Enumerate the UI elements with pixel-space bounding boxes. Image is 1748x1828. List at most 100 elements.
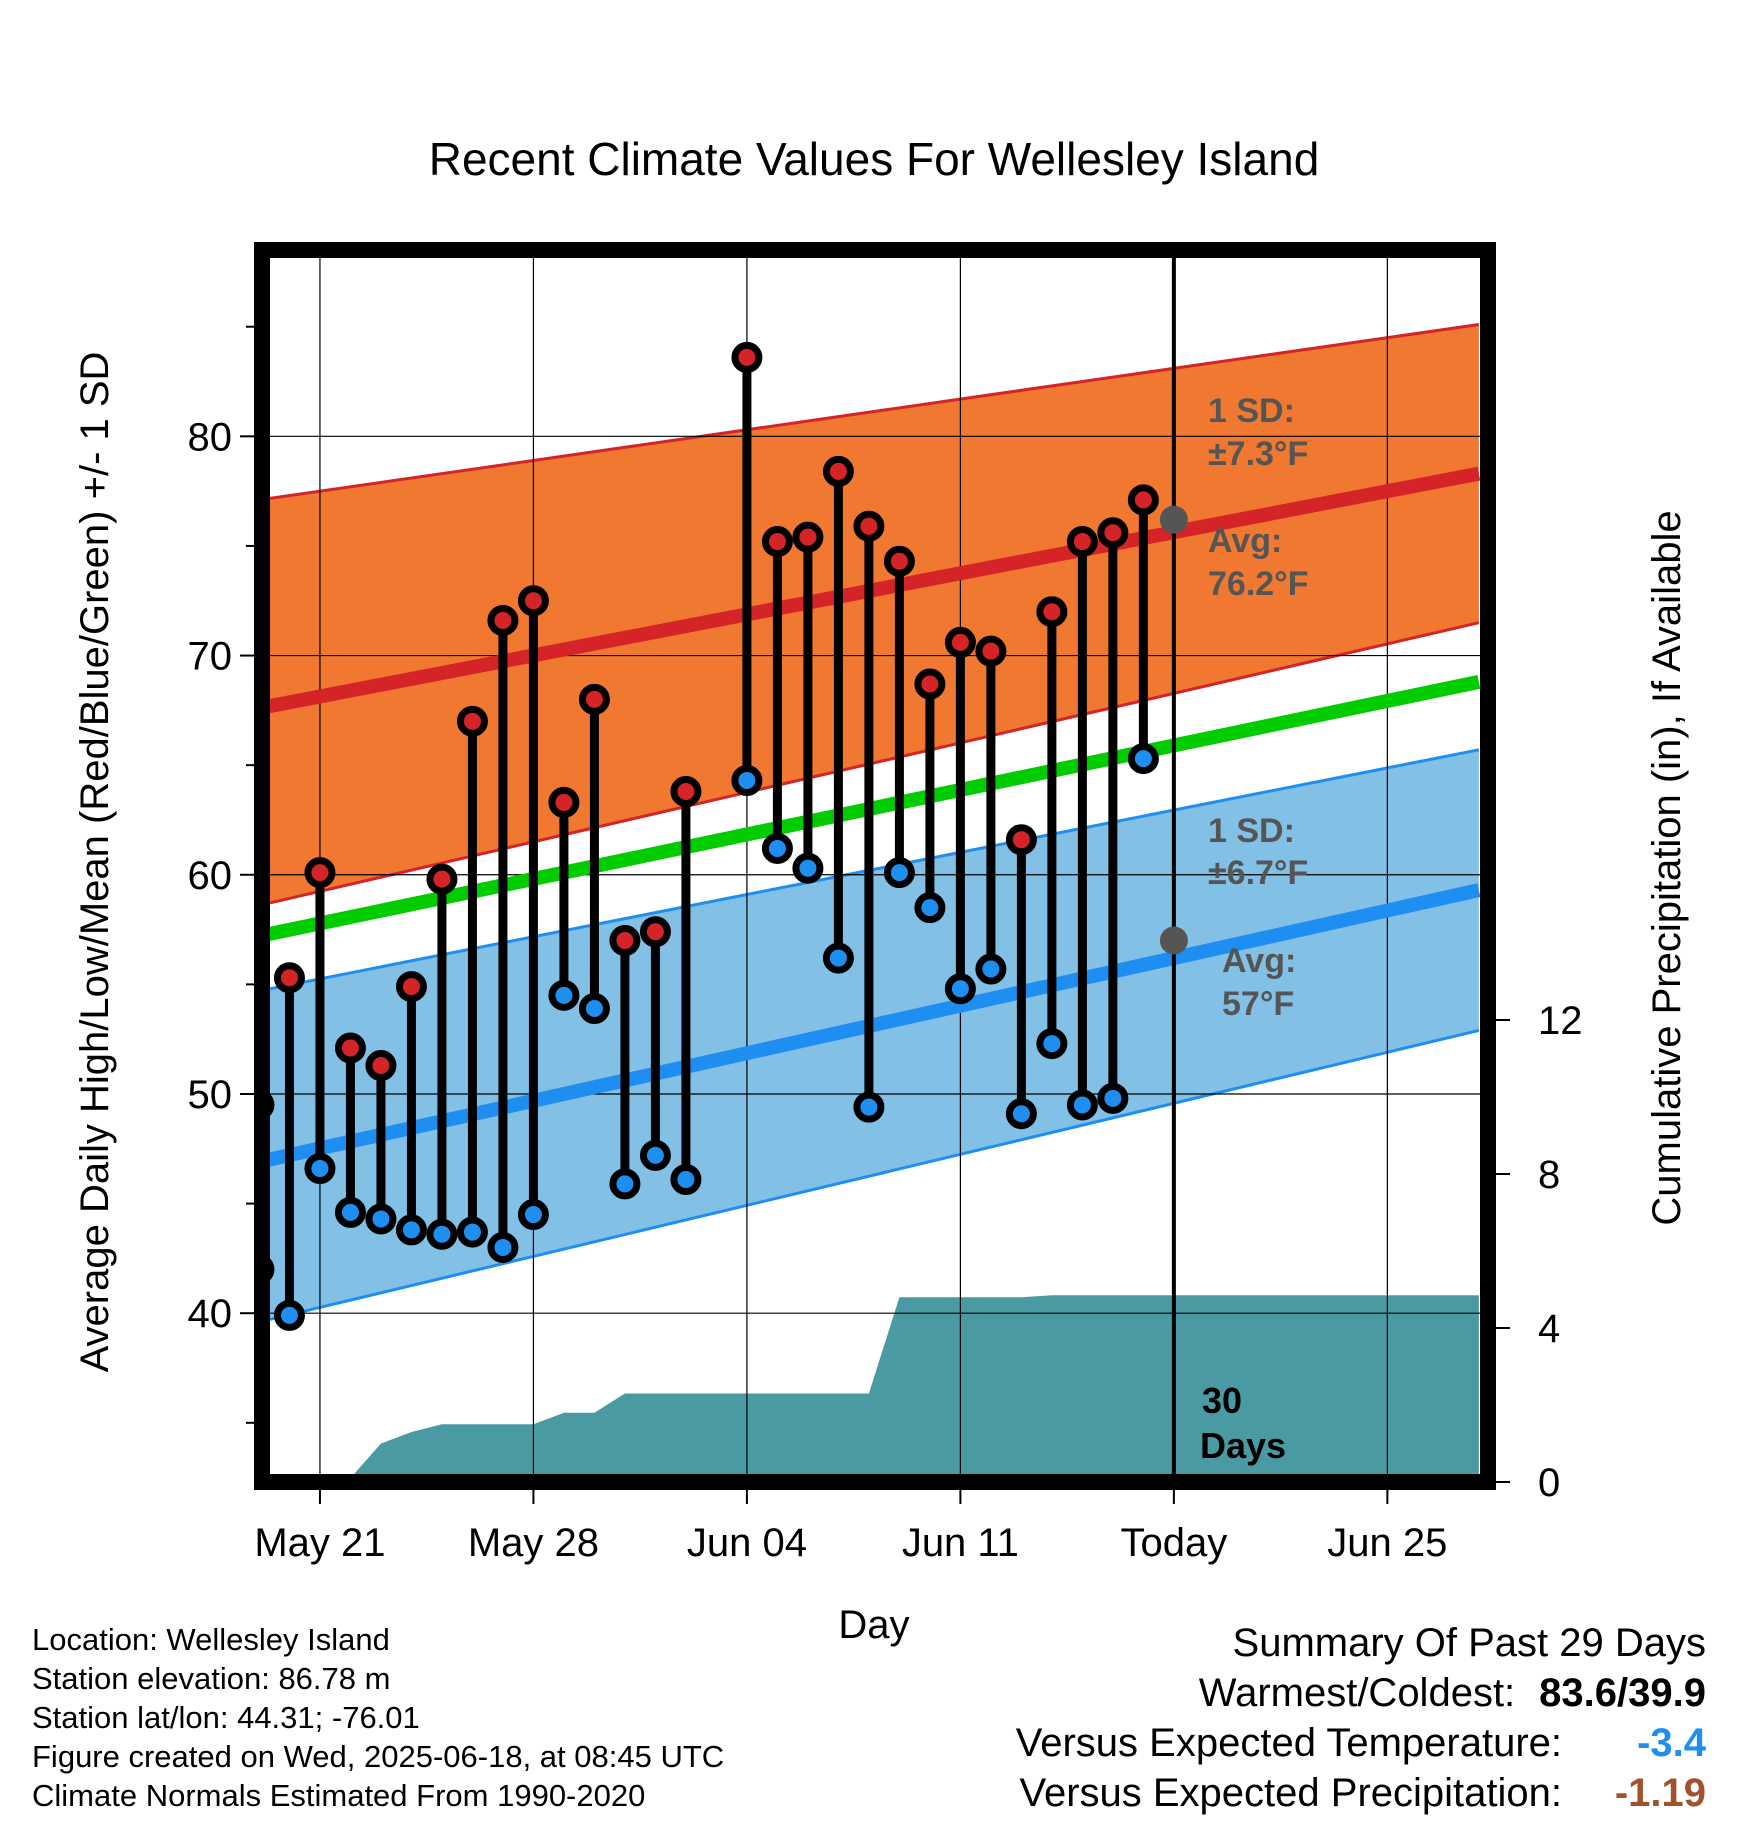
- low-sd-label: 1 SD:: [1208, 812, 1295, 850]
- daily-high-point: [609, 925, 641, 957]
- daily-low-point: [1097, 1082, 1129, 1114]
- low-sd-lower-line: [262, 1028, 1480, 1323]
- daily-high-point: [517, 585, 549, 617]
- daily-high-point: [456, 705, 488, 737]
- daily-low-point: [395, 1214, 427, 1246]
- days-count-number: 30: [1202, 1380, 1242, 1421]
- summary-temp-label: Versus Expected Temperature:: [1015, 1721, 1562, 1765]
- summary-warmest-label: Warmest/Coldest:: [1198, 1671, 1516, 1715]
- summary-precip-value: -1.19: [1614, 1771, 1706, 1815]
- today-high-avg-marker: [1159, 505, 1188, 534]
- info-elevation: Station elevation: 86.78 m: [32, 1661, 391, 1696]
- daily-low-point: [944, 973, 976, 1005]
- daily-high-point: [304, 857, 336, 889]
- high-sd-label: 1 SD:: [1208, 392, 1295, 430]
- y2-axis-title: Cumulative Precipitation (in), If Availa…: [1645, 510, 1689, 1225]
- y2-tick-label: 4: [1538, 1307, 1560, 1351]
- y-tick-label: 80: [188, 415, 233, 459]
- high-sd-value: ±7.3°F: [1208, 435, 1308, 473]
- daily-low-point: [578, 992, 610, 1024]
- y-tick-label: 40: [188, 1292, 233, 1336]
- daily-low-point: [548, 979, 580, 1011]
- daily-high-point: [914, 668, 946, 700]
- plot-content: 1 SD: ±7.3°F Avg: 76.2°F 1 SD: ±6.7°F Avg: 57°F…: [262, 250, 1488, 1482]
- daily-high-point: [761, 526, 793, 558]
- x-tick-label: May 28: [468, 1521, 599, 1565]
- today-low-avg-marker: [1159, 926, 1188, 955]
- daily-low-point: [1005, 1098, 1037, 1130]
- plot-frame: [254, 242, 1496, 1490]
- daily-high-point: [1036, 596, 1068, 628]
- summary-panel: Summary Of Past 29 Days Warmest/Coldest:…: [1016, 1618, 1706, 1818]
- daily-high-point: [365, 1049, 397, 1081]
- daily-low-point: [304, 1153, 336, 1185]
- daily-high-point: [395, 971, 427, 1003]
- precip-area: [262, 1295, 1479, 1482]
- daily-high-point: [975, 635, 1007, 667]
- y2-tick-label: 12: [1538, 999, 1583, 1043]
- x-axis-title: Day: [838, 1603, 909, 1647]
- daily-low-point: [334, 1196, 366, 1228]
- daily-high-point: [426, 863, 458, 895]
- daily-low-point: [853, 1091, 885, 1123]
- daily-high-point: [487, 604, 519, 636]
- daily-high-point: [1005, 824, 1037, 856]
- daily-high-point: [548, 786, 580, 818]
- y-axis-title: Average Daily High/Low/Mean (Red/Blue/Gr…: [73, 352, 117, 1373]
- high-avg-label: Avg:: [1208, 522, 1282, 560]
- x-tick-label: Jun 04: [687, 1521, 807, 1565]
- daily-low-point: [487, 1231, 519, 1263]
- high-avg-value: 76.2°F: [1208, 565, 1309, 603]
- daily-high-point: [1097, 517, 1129, 549]
- summary-precip-label: Versus Expected Precipitation:: [1019, 1771, 1562, 1815]
- daily-high-point: [853, 510, 885, 542]
- daily-low-point: [670, 1163, 702, 1195]
- summary-warmest-value: 83.6/39.9: [1539, 1671, 1706, 1715]
- info-latlon: Station lat/lon: 44.31; -76.01: [32, 1700, 420, 1735]
- y-tick-label: 60: [188, 854, 233, 898]
- low-avg-label: Avg:: [1222, 942, 1296, 980]
- daily-high-point: [578, 683, 610, 715]
- daily-low-point: [731, 765, 763, 797]
- daily-high-point: [883, 545, 915, 577]
- summary-temp-value: -3.4: [1637, 1721, 1706, 1765]
- daily-low-point: [822, 942, 854, 974]
- daily-low-point: [456, 1216, 488, 1248]
- daily-low-point: [273, 1299, 305, 1331]
- y2-tick-label: 0: [1538, 1461, 1560, 1505]
- info-location: Location: Wellesley Island: [32, 1622, 390, 1657]
- daily-low-point: [639, 1139, 671, 1171]
- days-count-word: Days: [1200, 1425, 1286, 1466]
- chart-title: Recent Climate Values For Wellesley Isla…: [429, 133, 1320, 185]
- info-normals: Climate Normals Estimated From 1990-2020: [32, 1778, 646, 1813]
- x-tick-label: Jun 25: [1327, 1521, 1447, 1565]
- summary-warmest-row: Warmest/Coldest: 83.6/39.9: [1016, 1668, 1706, 1718]
- daily-low-point: [609, 1168, 641, 1200]
- low-sd-value: ±6.7°F: [1208, 854, 1308, 892]
- x-tick-label: Today: [1121, 1521, 1228, 1565]
- daily-low-point: [1066, 1089, 1098, 1121]
- daily-high-point: [334, 1032, 366, 1064]
- x-tick-label: May 21: [254, 1521, 385, 1565]
- y-tick-label: 50: [188, 1073, 233, 1117]
- x-tick-label: Jun 11: [902, 1521, 1019, 1565]
- daily-low-point: [792, 852, 824, 884]
- daily-high-point: [822, 455, 854, 487]
- daily-high-point: [639, 916, 671, 948]
- daily-low-point: [517, 1199, 549, 1231]
- daily-low-point: [365, 1203, 397, 1235]
- summary-temp-row: Versus Expected Temperature: -3.4: [1016, 1718, 1706, 1768]
- plot-area: 1 SD: ±7.3°F Avg: 76.2°F 1 SD: ±6.7°F Avg: 57°F…: [188, 242, 1583, 1565]
- daily-high-point: [273, 962, 305, 994]
- daily-low-point: [883, 857, 915, 889]
- daily-high-point: [944, 626, 976, 658]
- daily-high-point: [670, 775, 702, 807]
- high-sd-upper-line: [262, 323, 1480, 501]
- daily-high-point: [792, 521, 824, 553]
- daily-high-point: [731, 341, 763, 373]
- low-avg-value: 57°F: [1222, 985, 1294, 1023]
- daily-low-point: [1036, 1028, 1068, 1060]
- info-created: Figure created on Wed, 2025-06-18, at 08…: [32, 1739, 725, 1774]
- y2-tick-label: 8: [1538, 1153, 1560, 1197]
